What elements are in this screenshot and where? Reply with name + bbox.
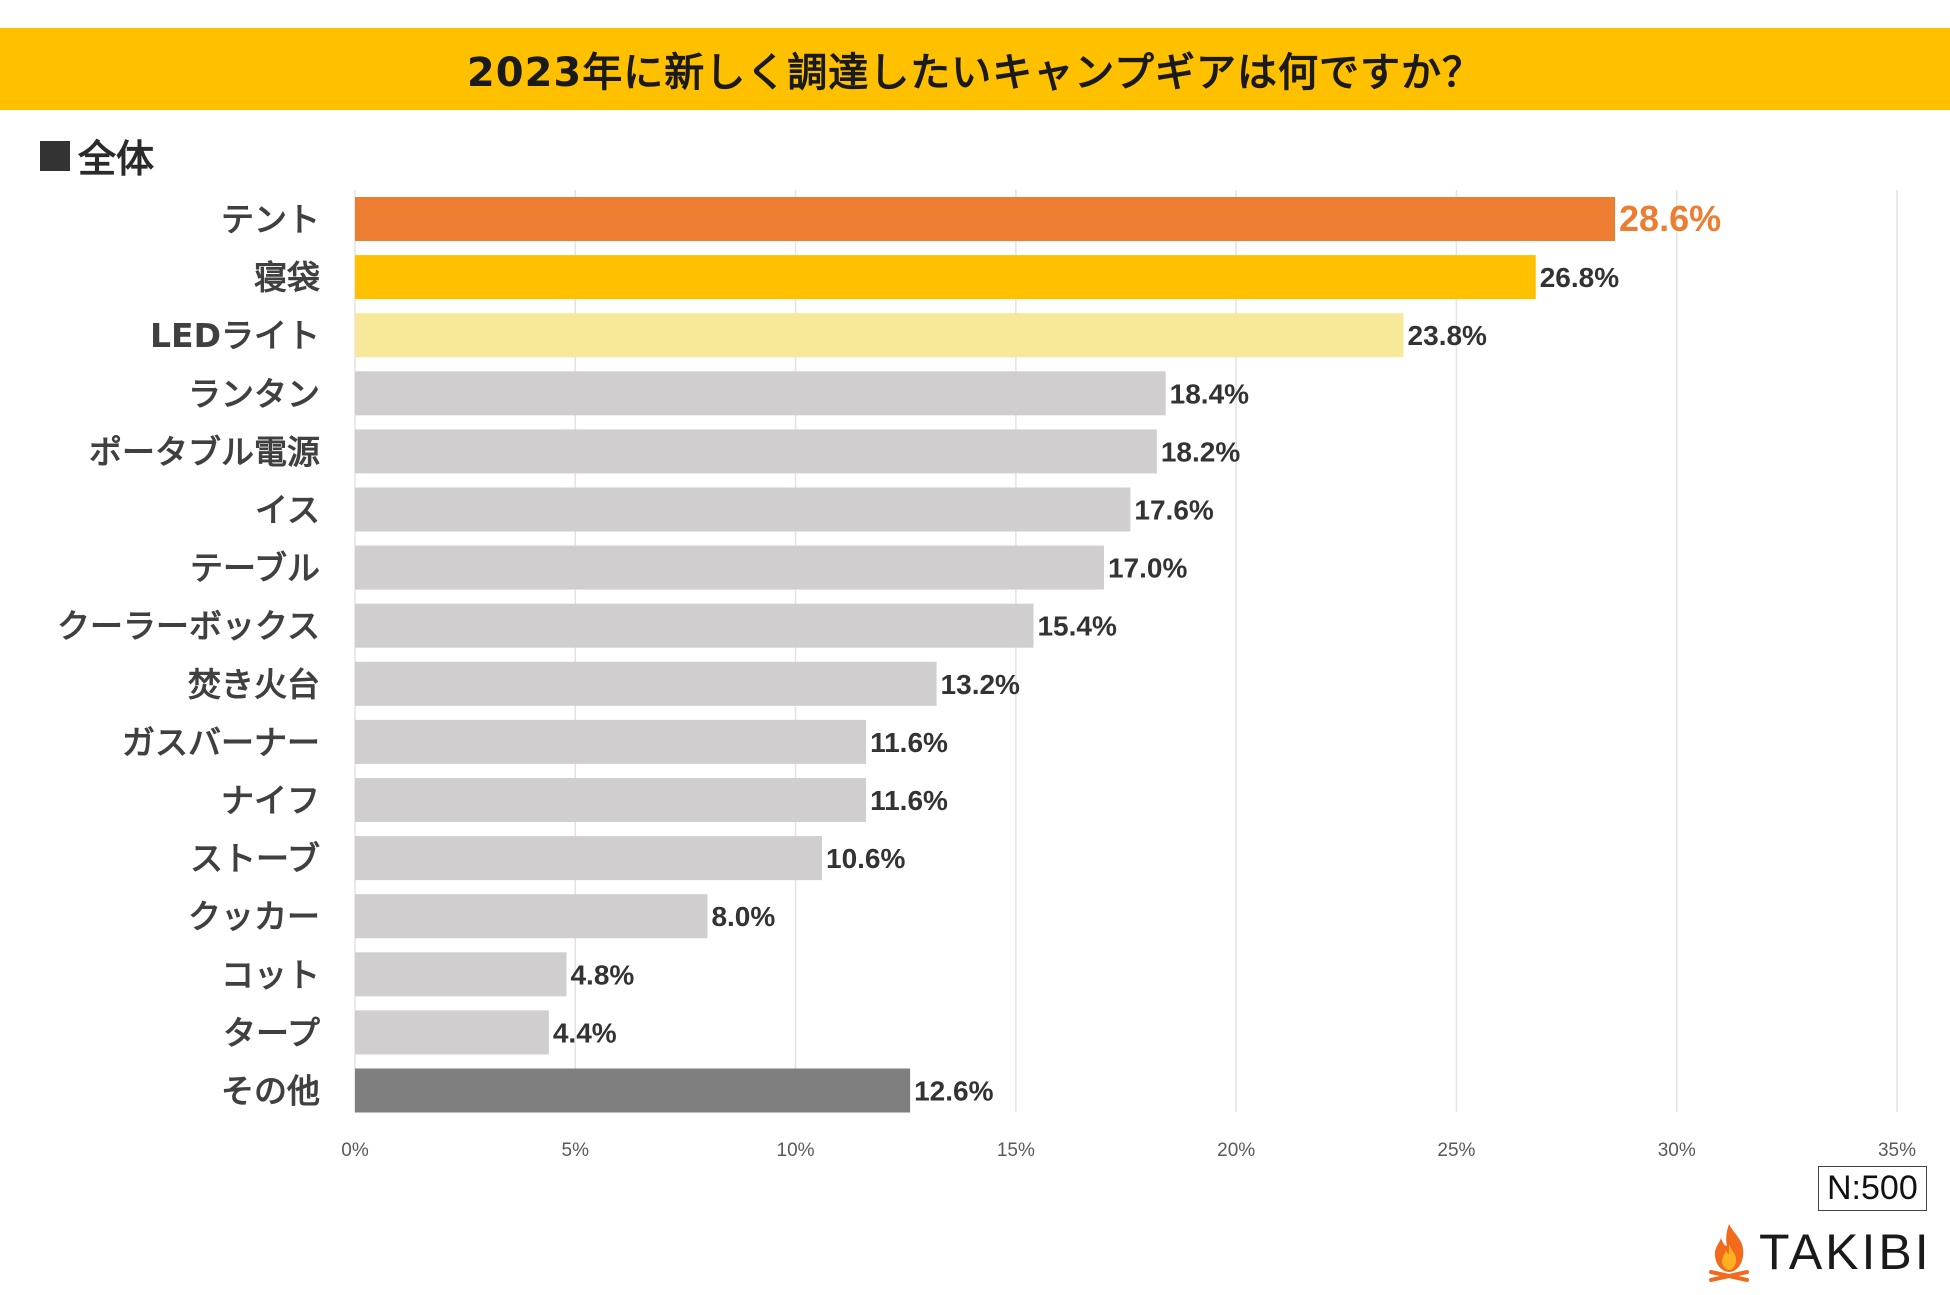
value-label: 26.8% bbox=[1540, 262, 1619, 293]
value-label: 18.4% bbox=[1170, 378, 1249, 409]
category-label: イス bbox=[255, 491, 320, 530]
bar bbox=[355, 197, 1616, 241]
value-label: 18.2% bbox=[1161, 436, 1240, 467]
bar bbox=[355, 719, 867, 764]
subtitle-text: 全体 bbox=[78, 137, 155, 181]
bar bbox=[355, 371, 1166, 416]
bar bbox=[355, 952, 567, 997]
square-bullet-icon bbox=[40, 140, 70, 171]
category-label: 寝袋 bbox=[254, 258, 320, 297]
value-label: 11.6% bbox=[870, 785, 948, 816]
bar bbox=[355, 487, 1131, 532]
category-label: ガスバーナー bbox=[122, 723, 320, 762]
bar bbox=[355, 429, 1157, 474]
category-label: コット bbox=[221, 955, 320, 994]
title-bar: 2023年に新しく調達したいキャンプギアは何ですか？ bbox=[0, 28, 1950, 110]
x-tick-label: 35% bbox=[1878, 1140, 1916, 1161]
bar bbox=[355, 255, 1536, 300]
x-tick-label: 25% bbox=[1437, 1140, 1475, 1161]
x-tick-label: 20% bbox=[1217, 1140, 1255, 1161]
x-tick-label: 0% bbox=[341, 1140, 369, 1161]
category-label: 焚き火台 bbox=[188, 665, 320, 704]
bar bbox=[355, 661, 937, 706]
category-label: テーブル bbox=[190, 549, 320, 588]
bar bbox=[355, 778, 867, 822]
category-label: ポータブル電源 bbox=[89, 432, 320, 471]
value-label: 23.8% bbox=[1408, 320, 1487, 351]
sample-size-badge: N:500 bbox=[1818, 1166, 1927, 1211]
category-label: ストーブ bbox=[190, 839, 320, 878]
brand-name: TAKIBI bbox=[1759, 1224, 1932, 1280]
brand-logo: TAKIBI bbox=[1705, 1222, 1932, 1282]
category-label: クッカー bbox=[188, 897, 320, 936]
bar bbox=[355, 894, 708, 939]
x-tick-label: 15% bbox=[997, 1140, 1035, 1161]
bar bbox=[355, 603, 1034, 648]
category-label: テント bbox=[221, 200, 320, 239]
value-label: 4.8% bbox=[570, 959, 634, 990]
bar bbox=[355, 545, 1104, 590]
x-tick-label: 5% bbox=[562, 1140, 590, 1161]
value-label: 13.2% bbox=[941, 669, 1020, 700]
value-label: 12.6% bbox=[914, 1076, 993, 1107]
bar bbox=[355, 1068, 911, 1113]
value-label: 8.0% bbox=[711, 901, 775, 932]
value-label: 10.6% bbox=[826, 843, 905, 874]
category-label: ランタン bbox=[188, 374, 320, 413]
bar bbox=[355, 313, 1404, 358]
category-label: ナイフ bbox=[221, 781, 320, 820]
value-label: 4.4% bbox=[553, 1017, 617, 1048]
chart-title: 2023年に新しく調達したいキャンプギアは何ですか？ bbox=[466, 50, 1484, 96]
value-label: 28.6% bbox=[1619, 198, 1721, 239]
value-label: 17.0% bbox=[1108, 553, 1187, 584]
value-label: 15.4% bbox=[1037, 611, 1116, 642]
chart-subtitle: 全体 bbox=[40, 128, 154, 183]
x-tick-label: 10% bbox=[777, 1140, 815, 1161]
category-label: LEDライト bbox=[150, 316, 320, 355]
campfire-icon bbox=[1709, 1224, 1749, 1282]
value-label: 11.6% bbox=[870, 727, 948, 758]
category-label: クーラーボックス bbox=[57, 607, 320, 646]
value-label: 17.6% bbox=[1134, 495, 1213, 526]
category-label: その他 bbox=[221, 1072, 320, 1111]
bar bbox=[355, 1010, 549, 1055]
bar bbox=[355, 836, 823, 881]
x-tick-label: 30% bbox=[1658, 1140, 1696, 1161]
category-label: タープ bbox=[223, 1013, 321, 1052]
